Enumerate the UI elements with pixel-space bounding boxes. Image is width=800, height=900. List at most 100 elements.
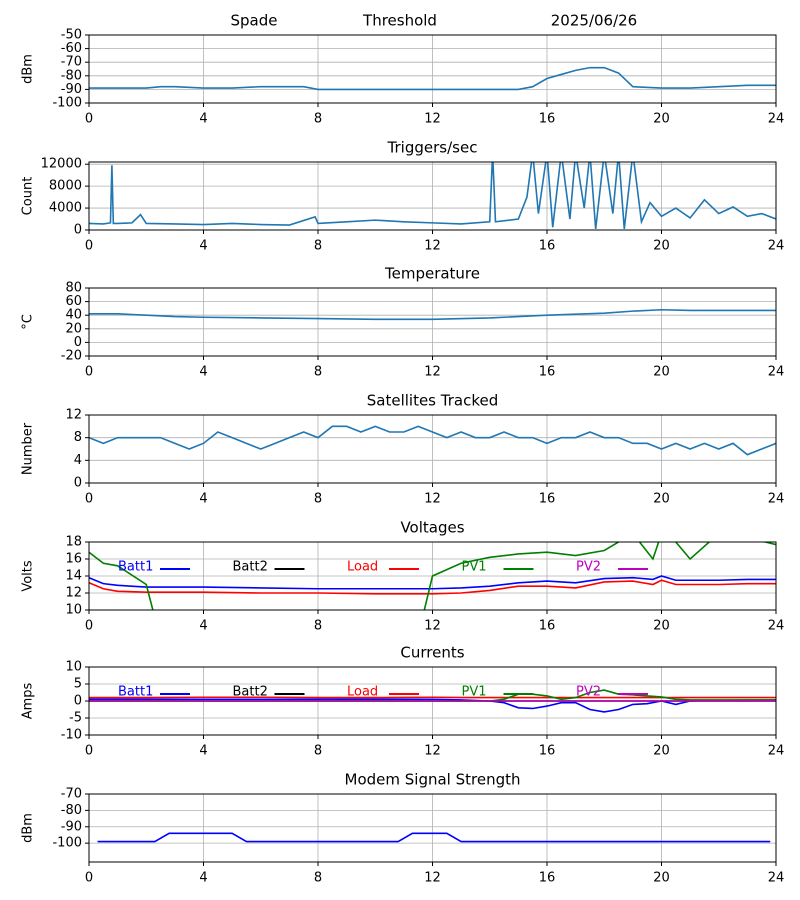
x-tick-label: 0 — [85, 871, 93, 886]
data-line — [97, 832, 771, 843]
plot-area — [89, 308, 776, 321]
x-tick-label: 20 — [653, 365, 670, 380]
y-tick-label: 40 — [65, 308, 82, 323]
y-tick-label: 10 — [65, 603, 82, 618]
legend-label: PV2 — [576, 560, 601, 575]
x-tick-label: 4 — [199, 492, 207, 507]
x-tick-label: 20 — [653, 492, 670, 507]
x-tick-label: 0 — [85, 112, 93, 127]
x-tick-label: 12 — [424, 492, 441, 507]
x-tick-label: 24 — [768, 744, 785, 759]
legend-label: PV2 — [576, 685, 601, 700]
legend-label: Batt2 — [233, 560, 268, 575]
y-tick-label: -10 — [61, 728, 82, 743]
y-tick-label: -20 — [61, 349, 82, 364]
plot-area — [89, 542, 776, 610]
x-tick-label: 8 — [314, 112, 322, 127]
y-tick-label: 60 — [65, 294, 82, 309]
data-line — [89, 66, 776, 91]
plot-area — [97, 832, 771, 843]
x-tick-label: 24 — [768, 619, 785, 634]
panel-title: Currents — [400, 644, 464, 662]
x-tick-label: 16 — [539, 365, 556, 380]
x-tick-label: 12 — [424, 239, 441, 254]
y-axis-label: Number — [21, 422, 36, 475]
y-tick-label: 20 — [65, 321, 82, 336]
y-tick-label: -100 — [52, 836, 82, 851]
x-tick-label: 12 — [424, 112, 441, 127]
x-tick-label: 0 — [85, 239, 93, 254]
plot-frame — [88, 34, 777, 104]
y-tick-label: 0 — [74, 476, 82, 491]
legend-label: PV1 — [462, 560, 487, 575]
data-line — [89, 575, 776, 590]
plot-area — [89, 689, 776, 713]
y-axis-label: dBm — [21, 813, 36, 843]
x-tick-label: 16 — [539, 619, 556, 634]
x-tick-label: 4 — [199, 365, 207, 380]
y-tick-label: 14 — [65, 569, 82, 584]
x-tick-label: 12 — [424, 619, 441, 634]
y-tick-label: 4 — [74, 453, 82, 468]
y-tick-label: 16 — [65, 552, 82, 567]
x-tick-label: 4 — [199, 871, 207, 886]
data-line — [89, 308, 776, 321]
panel-title: Satellites Tracked — [367, 392, 498, 410]
data-line — [89, 162, 776, 229]
y-tick-label: 18 — [65, 535, 82, 550]
x-tick-label: 4 — [199, 112, 207, 127]
x-tick-label: 20 — [653, 112, 670, 127]
plot-area — [89, 425, 776, 456]
y-axis-label: Amps — [21, 682, 36, 719]
x-tick-label: 16 — [539, 744, 556, 759]
y-tick-label: 12 — [65, 586, 82, 601]
x-tick-label: 16 — [539, 239, 556, 254]
x-tick-label: 8 — [314, 619, 322, 634]
header-mode: Threshold — [362, 12, 437, 30]
x-tick-label: 12 — [424, 365, 441, 380]
x-tick-label: 12 — [424, 744, 441, 759]
x-tick-label: 24 — [768, 492, 785, 507]
y-tick-label: 10 — [65, 660, 82, 675]
y-tick-label: -5 — [69, 711, 82, 726]
x-tick-label: 0 — [85, 365, 93, 380]
x-tick-label: 4 — [199, 619, 207, 634]
x-tick-label: 16 — [539, 492, 556, 507]
y-axis-label: dBm — [21, 54, 36, 84]
y-axis-label: °C — [21, 314, 36, 330]
y-tick-label: -100 — [52, 96, 82, 111]
y-tick-label: 0 — [74, 694, 82, 709]
x-tick-label: 20 — [653, 871, 670, 886]
x-tick-label: 20 — [653, 744, 670, 759]
data-line — [89, 542, 776, 610]
plot-frame — [88, 161, 777, 231]
y-tick-label: 8 — [74, 430, 82, 445]
x-tick-label: 20 — [653, 619, 670, 634]
x-tick-label: 8 — [314, 492, 322, 507]
y-tick-label: -90 — [61, 82, 82, 97]
x-tick-label: 24 — [768, 365, 785, 380]
y-tick-label: -90 — [61, 819, 82, 834]
y-tick-label: -70 — [61, 787, 82, 802]
y-tick-label: 5 — [74, 677, 82, 692]
data-line — [89, 579, 776, 595]
y-tick-label: 0 — [74, 223, 82, 238]
x-tick-label: 16 — [539, 871, 556, 886]
y-tick-label: -80 — [61, 68, 82, 83]
plot-frame — [88, 541, 777, 611]
x-tick-label: 8 — [314, 365, 322, 380]
x-tick-label: 8 — [314, 871, 322, 886]
x-tick-label: 24 — [768, 871, 785, 886]
plot-frame — [88, 287, 777, 357]
y-tick-label: 12000 — [41, 157, 82, 172]
x-tick-label: 12 — [424, 871, 441, 886]
legend-label: Load — [347, 560, 378, 575]
x-tick-label: 4 — [199, 744, 207, 759]
legend-label: Batt2 — [233, 685, 268, 700]
y-tick-label: 80 — [65, 281, 82, 296]
x-tick-label: 8 — [314, 239, 322, 254]
y-tick-label: 4000 — [49, 201, 82, 216]
data-line — [89, 425, 776, 456]
legend-label: Batt1 — [118, 560, 153, 575]
